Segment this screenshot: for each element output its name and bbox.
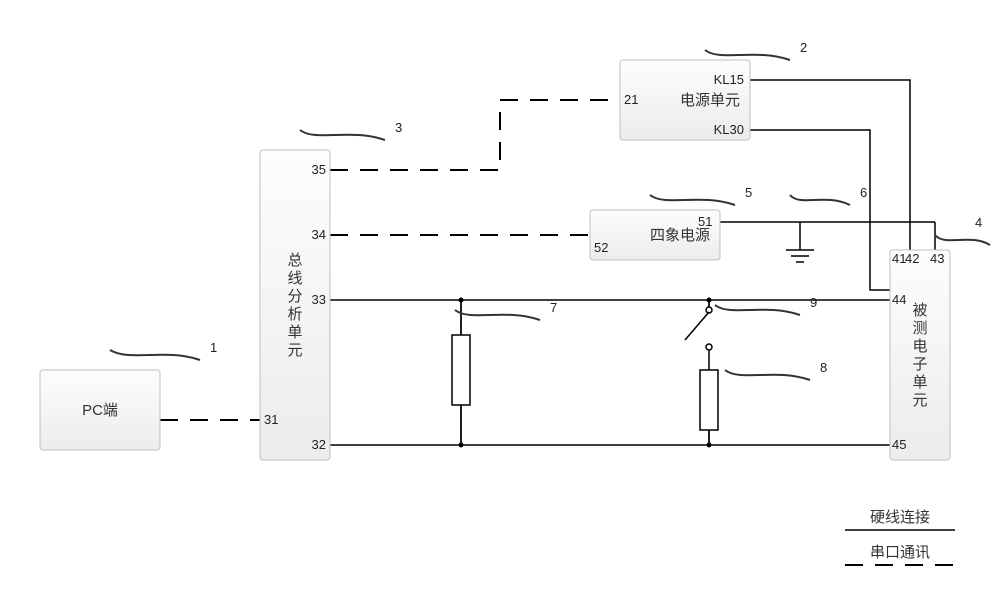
svg-text:电源单元: 电源单元 <box>680 92 740 109</box>
pin-34: 34 <box>312 227 326 242</box>
pin-KL15: KL15 <box>714 72 744 87</box>
svg-text:单: 单 <box>912 374 927 391</box>
svg-text:单: 单 <box>287 324 302 341</box>
svg-text:元: 元 <box>287 342 302 359</box>
legend-dashed-label: 串口通讯 <box>870 544 930 561</box>
leader-9: 9 <box>810 295 817 310</box>
pin-32: 32 <box>312 437 326 452</box>
leader-3: 3 <box>395 120 402 135</box>
svg-text:四象电源: 四象电源 <box>650 227 710 244</box>
legend-solid-label: 硬线连接 <box>870 509 930 526</box>
svg-text:线: 线 <box>287 270 302 287</box>
svg-text:元: 元 <box>912 392 927 409</box>
leader-2: 2 <box>800 40 807 55</box>
svg-text:电: 电 <box>912 338 927 355</box>
leader-6: 6 <box>860 185 867 200</box>
leader-4: 4 <box>975 215 982 230</box>
pin-31: 31 <box>264 412 278 427</box>
pin-44: 44 <box>892 292 906 307</box>
box-pc: PC端 <box>40 370 160 450</box>
leader-5: 5 <box>745 185 752 200</box>
svg-text:总: 总 <box>287 252 302 269</box>
leader-8: 8 <box>820 360 827 375</box>
pin-52: 52 <box>594 240 608 255</box>
pin-33: 33 <box>312 292 326 307</box>
leader-1: 1 <box>210 340 217 355</box>
pin-42: 42 <box>905 251 919 266</box>
svg-text:被: 被 <box>912 302 927 319</box>
svg-text:析: 析 <box>287 306 302 323</box>
pin-43: 43 <box>930 251 944 266</box>
pin-51: 51 <box>698 214 712 229</box>
pin-45: 45 <box>892 437 906 452</box>
svg-text:子: 子 <box>912 356 927 373</box>
svg-text:PC端: PC端 <box>82 402 118 419</box>
box-dut: 被测电子单元 <box>890 250 950 460</box>
pin-21: 21 <box>624 92 638 107</box>
pin-35: 35 <box>312 162 326 177</box>
svg-text:分: 分 <box>287 288 302 305</box>
diagram-root: PC端总线分析单元电源单元四象电源被测电子单元353433323121KL15K… <box>0 0 1000 608</box>
leader-7: 7 <box>550 300 557 315</box>
pin-KL30: KL30 <box>714 122 744 137</box>
svg-text:测: 测 <box>912 320 927 337</box>
